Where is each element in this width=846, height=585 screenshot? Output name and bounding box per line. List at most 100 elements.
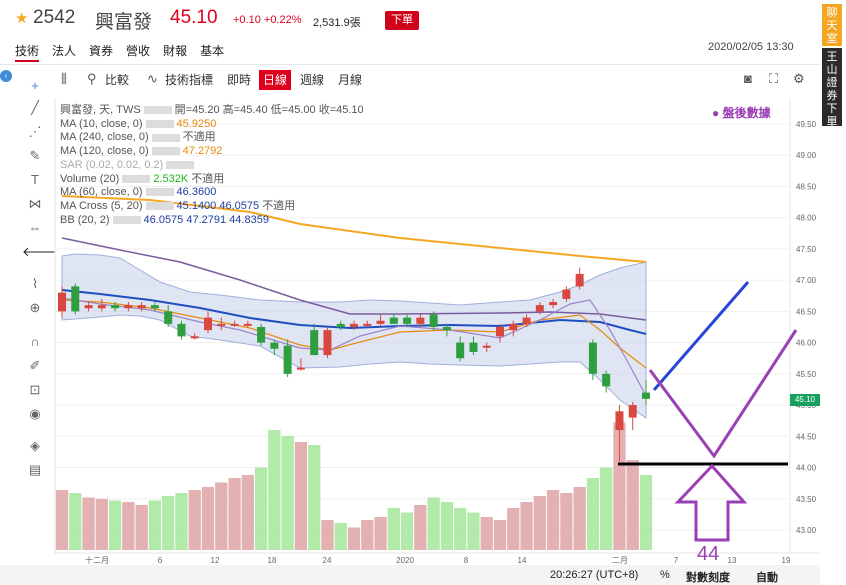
chat-room-button[interactable]: 聊天室 bbox=[822, 4, 842, 46]
volume-bar bbox=[507, 508, 520, 550]
candle-body bbox=[549, 302, 558, 306]
info-tabs: 技術 法人 資券 營收 財報 基本 bbox=[15, 42, 224, 62]
weekly-button[interactable]: 週線 bbox=[300, 73, 325, 87]
daily-button[interactable]: 日線 bbox=[259, 70, 292, 90]
collapse-icon[interactable]: ‹ bbox=[0, 70, 12, 82]
price-tick-label: 49.50 bbox=[796, 120, 817, 129]
legend-ma60[interactable]: MA (60, close, 0) 46.3600 bbox=[60, 186, 217, 199]
volume-bar bbox=[82, 497, 95, 550]
tab-margin[interactable]: 資券 bbox=[89, 44, 114, 58]
ma120-line bbox=[61, 237, 647, 321]
volume-bar bbox=[135, 505, 148, 550]
bollinger-band bbox=[61, 253, 647, 419]
candle-body bbox=[296, 367, 305, 370]
realtime-button[interactable]: 即時 bbox=[227, 73, 252, 87]
auto-scale-toggle[interactable]: 自動 bbox=[756, 572, 778, 584]
tab-technical[interactable]: 技術 bbox=[15, 42, 40, 62]
candle-body bbox=[137, 305, 146, 309]
percent-toggle[interactable]: % bbox=[660, 569, 670, 581]
tab-institutional[interactable]: 法人 bbox=[52, 44, 77, 58]
candle-body bbox=[389, 317, 398, 324]
indicators-button[interactable]: 技術指標 bbox=[165, 73, 214, 87]
compare-button[interactable]: 比較 bbox=[105, 73, 130, 87]
last-price-tag: 45.10 bbox=[790, 394, 820, 406]
legend-bb[interactable]: BB (20, 2) 46.0575 47.2791 44.8359 bbox=[60, 213, 269, 226]
trash-icon[interactable]: ▤ bbox=[28, 462, 42, 477]
price-tick-label: 44.00 bbox=[796, 464, 817, 473]
candle-body bbox=[217, 323, 226, 326]
volume-bar bbox=[175, 493, 188, 550]
order-button[interactable]: 下單 bbox=[385, 11, 419, 30]
monthly-button[interactable]: 月線 bbox=[338, 73, 363, 87]
lock-drawing-icon[interactable]: ✐ bbox=[29, 358, 41, 373]
indicator-icon[interactable]: ∿ bbox=[147, 71, 158, 86]
ruler-icon[interactable]: ⌇ bbox=[31, 276, 39, 291]
volume-bar bbox=[228, 478, 241, 550]
volume-bar bbox=[294, 442, 308, 550]
legend-ma120[interactable]: MA (120, close, 0) 47.2792 bbox=[60, 145, 223, 158]
time-tick-label: 18 bbox=[268, 556, 277, 565]
candle-body bbox=[190, 336, 199, 339]
eye-icon[interactable]: ◉ bbox=[29, 406, 41, 421]
pattern-icon[interactable]: ⋈ bbox=[28, 196, 42, 211]
measure-icon[interactable]: ⇔ bbox=[28, 220, 42, 235]
legend-sar[interactable]: SAR (0.02, 0.02, 0.2) bbox=[60, 159, 364, 173]
candle-body bbox=[97, 305, 106, 309]
log-scale-toggle[interactable]: 對數刻度 bbox=[686, 572, 730, 584]
crosshair-icon[interactable]: + bbox=[31, 78, 39, 93]
volume-bar bbox=[454, 508, 467, 550]
candle-body bbox=[456, 342, 465, 359]
purple-v-projection bbox=[648, 329, 798, 459]
indicator-legend: 興富發, 天, TWS 開=45.20 高=45.40 低=45.00 收=45.… bbox=[60, 104, 364, 227]
zoom-icon[interactable]: ⊕ bbox=[29, 300, 41, 315]
legend-volume[interactable]: Volume (20) 2.532K 不適用 bbox=[60, 172, 225, 185]
time-tick-label: 24 bbox=[323, 556, 332, 565]
price-tick-label: 48.00 bbox=[796, 214, 817, 223]
lock-icon[interactable]: ⊡ bbox=[29, 382, 41, 397]
status-bar: 20:26:27 (UTC+8) % 對數刻度 自動 bbox=[0, 565, 820, 585]
volume-bar bbox=[613, 422, 626, 550]
time-tick-label: 2020 bbox=[396, 556, 414, 565]
volume-bars bbox=[55, 422, 653, 550]
fullscreen-icon[interactable]: ⛶ bbox=[769, 71, 779, 86]
legend-ma10[interactable]: MA (10, close, 0) 45.9250 bbox=[60, 117, 217, 130]
tab-revenue[interactable]: 營收 bbox=[126, 44, 151, 58]
volume-bar bbox=[108, 500, 122, 550]
favorite-star-icon[interactable]: ★ bbox=[15, 10, 29, 27]
volume-bar bbox=[268, 430, 281, 550]
price-tick-label: 46.50 bbox=[796, 307, 817, 316]
time-tick-label: 7 bbox=[674, 556, 679, 565]
ma240-line bbox=[61, 195, 647, 263]
brush-icon[interactable]: ✎ bbox=[29, 148, 41, 163]
volume-bar bbox=[414, 505, 427, 550]
legend-ma240[interactable]: MA (240, close, 0) 不適用 bbox=[60, 131, 216, 144]
volume-bar bbox=[334, 523, 347, 550]
candle-body bbox=[496, 327, 504, 337]
magnet-icon[interactable]: ∩ bbox=[30, 334, 40, 349]
clock: 20:26:27 (UTC+8) bbox=[550, 569, 639, 581]
time-axis: 十二月 6 12 18 24 2020 8 14 二月 7 13 19 bbox=[85, 555, 791, 565]
text-icon[interactable]: T bbox=[31, 172, 39, 187]
camera-icon[interactable]: ◙ bbox=[744, 71, 752, 86]
layers-icon[interactable]: ◈ bbox=[30, 438, 40, 453]
broker-order-button[interactable]: 王山證券下單 bbox=[822, 48, 842, 128]
legend-macross[interactable]: MA Cross (5, 20) 45.1400 46.0575 不適用 bbox=[60, 199, 296, 212]
trendline-icon[interactable]: ╱ bbox=[31, 100, 39, 115]
compare-icon[interactable]: ⚲ bbox=[87, 71, 97, 86]
price-tick-label: 47.00 bbox=[796, 276, 817, 285]
tab-basic[interactable]: 基本 bbox=[200, 44, 225, 58]
volume-bar bbox=[573, 487, 586, 550]
legend-controls[interactable] bbox=[143, 106, 172, 115]
tab-financials[interactable]: 財報 bbox=[163, 44, 188, 58]
time-tick-label: 8 bbox=[464, 556, 469, 565]
candle-type-icon[interactable]: ⫼ bbox=[61, 71, 67, 86]
settings-icon[interactable]: ⚙ bbox=[793, 71, 805, 86]
volume-bar bbox=[201, 487, 215, 550]
volume-bar bbox=[440, 502, 454, 550]
fib-icon[interactable]: ⋰ bbox=[28, 124, 42, 139]
candle-body bbox=[403, 317, 412, 324]
volume-bar bbox=[254, 467, 268, 550]
blue-forecast-arrow bbox=[652, 281, 750, 391]
candle-body bbox=[270, 342, 279, 349]
